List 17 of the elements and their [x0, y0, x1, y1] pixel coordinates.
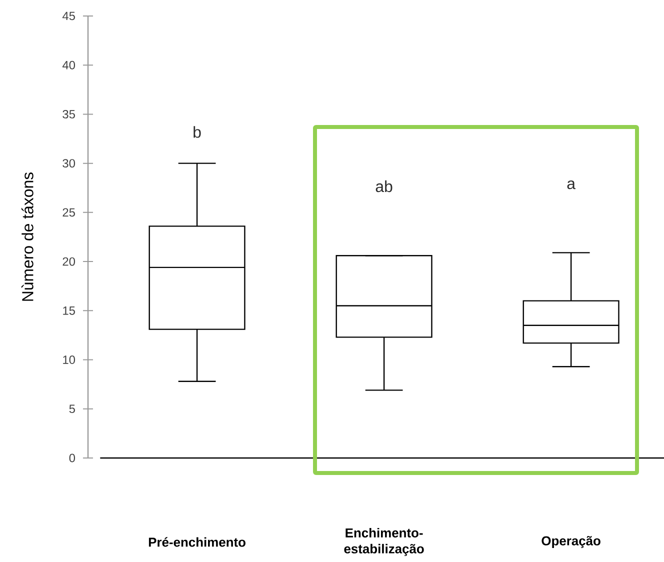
y-tick-label: 40 [62, 60, 76, 70]
annotation: a [567, 180, 576, 190]
y-tick-label: 25 [62, 208, 75, 217]
x-tick-label: Operação [542, 536, 600, 548]
y-tick-label: 0 [69, 454, 76, 462]
y-tick-label: 10 [63, 356, 76, 364]
annotation: b [194, 126, 201, 138]
y-tick-label: 30 [62, 159, 76, 168]
x-tick-label: Enchimento-estabilização [344, 528, 424, 556]
y-tick-label: 35 [62, 110, 75, 118]
y-tick-label: 20 [62, 257, 76, 266]
y-tick-label: 5 [69, 404, 75, 414]
y-tick-label: 45 [62, 12, 75, 20]
y-axis-title: Nùmero de táxons [21, 172, 34, 301]
y-tick-label: 15 [63, 306, 75, 315]
x-tick-label: Pré-enchimento [148, 537, 246, 547]
annotation: ab [376, 180, 392, 192]
